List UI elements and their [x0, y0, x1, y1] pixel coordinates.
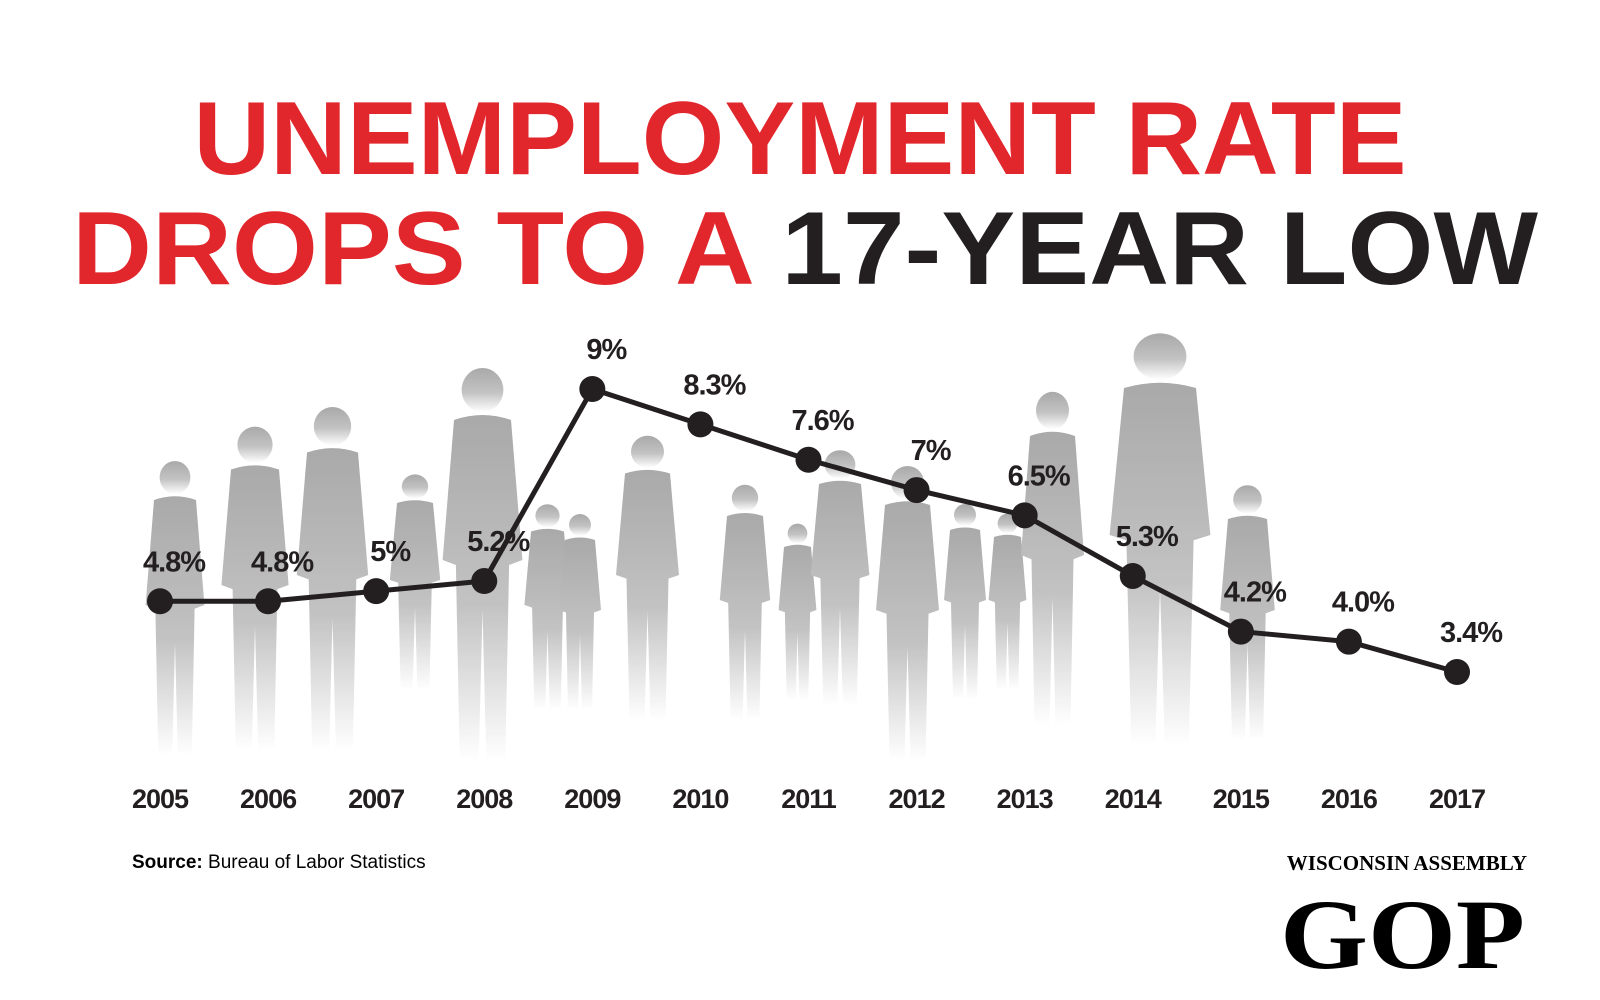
x-tick-label: 2005 — [132, 784, 189, 814]
data-point — [903, 477, 930, 504]
data-point — [255, 588, 282, 615]
title-red-part: DROPS TO A — [72, 191, 781, 307]
title-line-1: UNEMPLOYMENT RATE — [194, 81, 1407, 197]
data-point — [687, 411, 714, 438]
value-label: 7.6% — [791, 405, 854, 437]
x-tick-label: 2015 — [1213, 784, 1270, 814]
brand-logo: GOP — [1280, 879, 1525, 990]
data-point — [471, 568, 498, 595]
source-label: Source: — [132, 852, 203, 873]
value-label: 4.8% — [143, 546, 206, 578]
title-line-2: DROPS TO A 17-YEAR LOW — [72, 191, 1539, 307]
x-tick-label: 2006 — [240, 784, 297, 814]
source: Source: Bureau of Labor Statistics — [132, 852, 426, 873]
value-label: 7% — [911, 435, 952, 467]
data-point — [147, 588, 173, 615]
x-tick-label: 2016 — [1321, 784, 1378, 814]
x-tick-label: 2017 — [1429, 784, 1485, 814]
brand-line-1: WISCONSIN ASSEMBLY — [1287, 851, 1527, 875]
data-point — [795, 446, 822, 473]
data-point — [1119, 562, 1146, 589]
data-point — [1227, 618, 1254, 645]
data-point — [1335, 628, 1362, 655]
value-label: 8.3% — [683, 369, 746, 401]
data-point — [1011, 502, 1038, 529]
title-black-part: 17-YEAR LOW — [781, 191, 1538, 307]
x-tick-label: 2012 — [889, 784, 945, 814]
x-tick-label: 2010 — [672, 784, 728, 814]
value-label: 4.2% — [1224, 577, 1287, 609]
x-tick-label: 2011 — [781, 784, 837, 814]
value-label: 3.4% — [1440, 617, 1503, 649]
x-tick-label: 2014 — [1105, 784, 1162, 814]
source-text: Bureau of Labor Statistics — [208, 852, 426, 873]
value-label: 5% — [370, 536, 411, 568]
value-label: 5.3% — [1116, 521, 1179, 553]
value-label: 4.0% — [1332, 587, 1395, 619]
x-tick-label: 2007 — [348, 784, 404, 814]
plot: 2005 2006 2007 2008 2009 2010 2011 2012 2013 2014… — [132, 334, 1504, 814]
x-tick-label: 2009 — [564, 784, 621, 814]
data-point — [363, 578, 390, 605]
data-point — [579, 376, 606, 402]
value-label: 5.2% — [467, 526, 530, 558]
value-label: 4.8% — [251, 546, 314, 578]
value-label: 6.5% — [1008, 460, 1071, 492]
x-tick-label: 2008 — [456, 784, 513, 814]
x-tick-label: 2013 — [997, 784, 1054, 814]
value-label: 9% — [586, 334, 627, 366]
data-point — [1444, 659, 1470, 685]
